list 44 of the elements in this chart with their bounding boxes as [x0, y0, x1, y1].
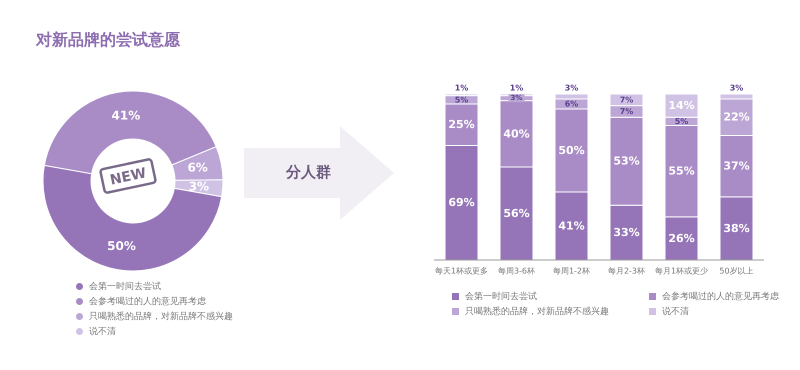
data-label: 41% [558, 219, 585, 232]
text: NEW [108, 165, 148, 189]
data-label: 38% [723, 222, 750, 235]
data-label: 69% [448, 196, 475, 210]
data-label: 6% [187, 160, 208, 175]
data-label: 1% [454, 84, 468, 92]
legend-label: 会参考喝过的人的意见再考虑 [89, 296, 206, 308]
data-label: 40% [503, 127, 530, 140]
data-label: 50% [558, 144, 585, 157]
data-label: 25% [448, 118, 475, 132]
data-label: 1% [510, 84, 524, 92]
data-label: 56% [503, 207, 530, 220]
data-label: 37% [723, 160, 750, 173]
legend-label: 只喝熟悉的品牌，对新品牌不感兴趣 [89, 310, 233, 323]
data-label: 33% [613, 226, 640, 240]
text: 分人群 [286, 163, 331, 182]
data-label: 5% [674, 116, 688, 126]
data-label: 50% [107, 238, 136, 253]
legend-label: 会参考喝过的人的意见再考虑 [662, 290, 779, 303]
data-label: 3% [730, 84, 744, 92]
data-label: 3% [564, 84, 578, 92]
x-tick-label: 50岁以上 [719, 266, 754, 276]
data-label: 7% [620, 95, 634, 104]
data-label: 55% [668, 164, 695, 178]
legend-label: 说不清 [662, 306, 689, 318]
x-tick-label: 每月2-3杯 [608, 266, 646, 276]
legend-label: 会第一时间去尝试 [465, 290, 537, 303]
x-tick-label: 每天1杯或更多 [434, 266, 488, 276]
data-label: 14% [668, 99, 695, 112]
data-label: 26% [668, 232, 695, 245]
x-tick-label: 每周3-6杯 [498, 266, 536, 276]
data-label: 3% [188, 179, 209, 194]
data-label: 22% [723, 110, 750, 124]
legend-label: 说不清 [89, 326, 116, 338]
x-tick-label: 每周1-2杯 [552, 266, 590, 276]
chart-title: 对新品牌的尝试意愿 [36, 30, 180, 51]
data-label: 5% [454, 95, 468, 104]
x-tick-label: 每月1杯或更少 [654, 266, 708, 276]
data-label: 6% [564, 99, 578, 108]
data-label: 7% [620, 106, 634, 116]
data-label: 53% [613, 154, 640, 168]
data-label: 41% [112, 108, 140, 122]
legend-label: 会第一时间去尝试 [89, 280, 161, 293]
legend-label: 只喝熟悉的品牌，对新品牌不感兴趣 [465, 306, 609, 318]
